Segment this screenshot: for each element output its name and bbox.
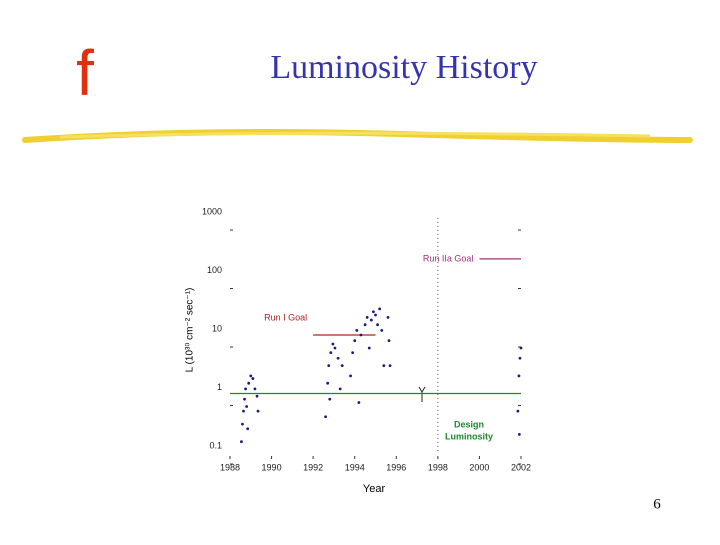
arrow — [418, 386, 426, 402]
point — [359, 333, 363, 337]
point — [349, 374, 352, 378]
point — [355, 328, 359, 332]
x-tick-label: 2000 — [469, 462, 489, 472]
point — [357, 401, 361, 404]
x-tick-label: 1996 — [386, 462, 406, 472]
logo: f — [76, 37, 94, 109]
point — [380, 328, 384, 332]
point — [245, 405, 249, 408]
point — [244, 387, 247, 391]
point — [247, 381, 251, 385]
point — [351, 351, 355, 355]
point — [519, 346, 523, 350]
point — [324, 415, 328, 419]
x-tick-label: 1990 — [262, 462, 282, 472]
point — [340, 364, 344, 367]
y-tick-label: 10 — [212, 323, 222, 333]
point — [374, 313, 377, 317]
point — [242, 409, 245, 413]
point — [243, 397, 246, 401]
point — [518, 356, 522, 360]
point — [333, 346, 337, 350]
point — [367, 346, 371, 350]
point — [382, 364, 386, 367]
point — [328, 397, 332, 401]
point — [256, 409, 260, 413]
point — [331, 342, 335, 346]
point — [378, 307, 382, 311]
y-tick-label: 1 — [217, 382, 222, 392]
y-tick-label: 1000 — [202, 206, 222, 216]
point — [249, 374, 253, 378]
reference-label: Run IIa Goal — [423, 253, 474, 263]
point — [327, 364, 331, 367]
x-tick-label: 2002 — [511, 462, 531, 472]
x-axis-label: Year — [363, 483, 386, 495]
point — [336, 356, 340, 360]
point — [387, 339, 391, 343]
reference-label: Run I Goal — [264, 312, 307, 322]
x-tick-label: 1998 — [428, 462, 448, 472]
y-axis-label: L (10³⁰ cm⁻² sec⁻¹) — [185, 288, 196, 373]
underline-highlight — [59, 131, 651, 139]
reference-label: Design — [454, 419, 484, 429]
y-tick-label: 0.1 — [209, 440, 222, 450]
point — [365, 315, 369, 319]
point — [517, 374, 521, 378]
point — [386, 315, 390, 319]
point — [372, 310, 375, 314]
point — [329, 351, 333, 355]
x-tick-label: 1994 — [345, 462, 365, 472]
point — [376, 323, 379, 327]
page-number: 6 — [653, 496, 661, 512]
reference-label: Luminosity — [445, 431, 493, 441]
point — [338, 387, 342, 391]
point — [388, 364, 392, 367]
point — [326, 381, 330, 385]
x-tick-label: 1988 — [220, 462, 240, 472]
point — [369, 318, 373, 322]
point — [353, 339, 357, 343]
point — [240, 440, 243, 444]
point — [241, 422, 244, 426]
point — [516, 409, 520, 413]
point — [253, 387, 257, 391]
point — [246, 427, 250, 431]
point — [255, 394, 259, 398]
y-tick-label: 100 — [207, 265, 222, 275]
x-tick-label: 1992 — [303, 462, 323, 472]
slide-title: Luminosity History — [270, 49, 537, 86]
point — [517, 432, 521, 436]
point — [251, 377, 255, 380]
point — [363, 323, 367, 327]
